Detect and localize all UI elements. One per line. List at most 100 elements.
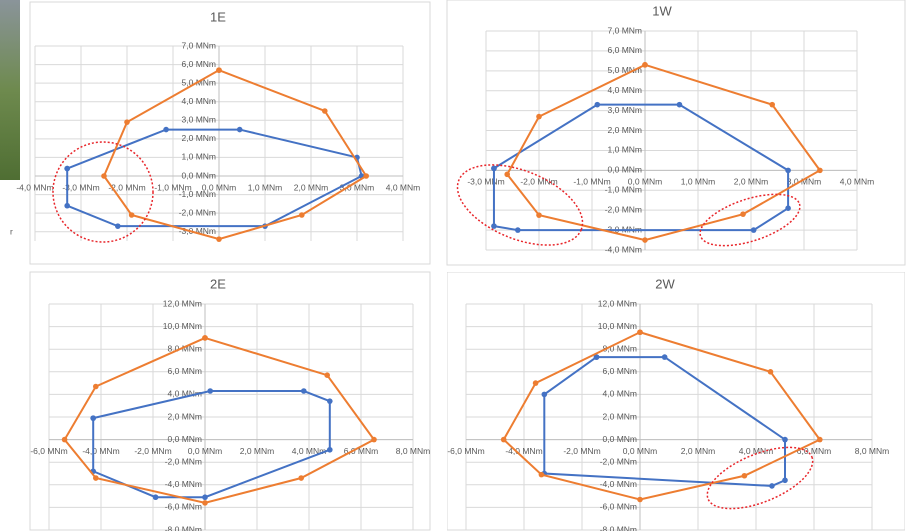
y-tick-label: -2,0 MNm — [165, 456, 202, 466]
series-line — [543, 356, 786, 487]
y-tick-label: 2,0 MNm — [182, 133, 216, 143]
y-tick-label: -4,0 MNm — [600, 479, 637, 489]
point — [538, 471, 545, 478]
photo-fragment — [0, 0, 20, 180]
y-tick-label: -3,0 MNm — [179, 226, 216, 236]
point — [93, 383, 99, 390]
x-tick-label: 2,0 MNm — [681, 446, 715, 456]
point — [642, 62, 648, 68]
point — [782, 477, 788, 484]
x-tick-label: 4,0 MNm — [386, 182, 420, 192]
point — [202, 500, 208, 506]
point — [322, 108, 328, 114]
y-tick-label: -6,0 MNm — [600, 502, 637, 512]
point — [327, 446, 333, 453]
point — [298, 475, 305, 481]
point — [769, 483, 775, 489]
y-tick-label: 3,0 MNm — [182, 115, 216, 125]
point — [202, 494, 208, 501]
x-tick-label: -2,0 MNm — [520, 177, 557, 187]
chart-title: 1E — [210, 9, 226, 24]
point — [740, 211, 746, 217]
point — [536, 212, 542, 218]
point — [500, 436, 507, 443]
point — [536, 113, 542, 120]
point — [61, 436, 68, 443]
y-tick-label: 2,0 MNm — [608, 125, 642, 135]
x-tick-label: 0,0 MNm — [623, 446, 657, 456]
x-tick-label: -3,0 MNm — [467, 177, 504, 187]
x-tick-label: 4,0 MNm — [840, 177, 874, 187]
point — [216, 67, 222, 73]
y-tick-label: 5,0 MNm — [608, 65, 642, 75]
highlight-ellipse — [52, 141, 154, 243]
x-tick-label: -6,0 MNm — [447, 446, 484, 456]
y-tick-label: 7,0 MNm — [608, 25, 642, 35]
y-tick-label: -6,0 MNm — [165, 502, 202, 512]
x-tick-label: 3,0 MNm — [340, 182, 374, 192]
y-tick-label: -8,0 MNm — [165, 524, 202, 531]
highlight-ellipse — [706, 446, 814, 510]
x-tick-label: 2,0 MNm — [294, 182, 328, 192]
y-tick-label: 10,0 MNm — [598, 321, 637, 331]
y-tick-label: 4,0 MNm — [603, 389, 637, 399]
y-tick-label: 3,0 MNm — [608, 105, 642, 115]
x-tick-label: -2,0 MNm — [563, 446, 600, 456]
point — [642, 237, 648, 243]
point — [661, 354, 668, 360]
x-tick-label: -2,0 MNm — [108, 182, 145, 192]
y-tick-label: -1,0 MNm — [179, 189, 216, 199]
chart-panel — [29, 271, 431, 531]
y-tick-label: 4,0 MNm — [168, 389, 202, 399]
point — [782, 436, 788, 443]
point — [741, 472, 748, 479]
chart-title: 2W — [655, 276, 675, 291]
x-tick-label: 0,0 MNm — [628, 177, 662, 187]
point — [115, 223, 121, 229]
highlight-ellipse — [699, 193, 801, 247]
point — [101, 173, 107, 179]
point — [750, 227, 757, 233]
x-tick-label: 6,0 MNm — [797, 446, 831, 456]
point — [785, 167, 791, 174]
point — [637, 329, 643, 336]
y-tick-label: 12,0 MNm — [598, 298, 637, 308]
y-tick-label: 0,0 MNm — [603, 434, 637, 444]
point — [124, 119, 130, 125]
point — [90, 415, 96, 421]
y-tick-label: 6,0 MNm — [182, 59, 216, 69]
y-tick-label: 0,0 MNm — [168, 434, 202, 444]
x-tick-label: -4,0 MNm — [16, 182, 53, 192]
x-tick-label: -4,0 MNm — [82, 446, 119, 456]
y-tick-label: 0,0 MNm — [608, 165, 642, 175]
y-tick-label: -4,0 MNm — [605, 244, 642, 254]
point — [236, 126, 243, 133]
point — [515, 227, 521, 233]
y-tick-label: -4,0 MNm — [165, 479, 202, 489]
x-tick-label: 8,0 MNm — [396, 446, 430, 456]
point — [202, 335, 208, 341]
point — [152, 494, 159, 501]
point — [301, 388, 307, 394]
x-tick-label: -1,0 MNm — [154, 182, 191, 192]
point — [128, 212, 135, 218]
x-tick-label: 0,0 MNm — [188, 446, 222, 456]
x-tick-label: -4,0 MNm — [505, 446, 542, 456]
y-tick-label: 6,0 MNm — [603, 366, 637, 376]
point — [817, 167, 823, 174]
x-tick-label: 8,0 MNm — [855, 446, 889, 456]
highlight-ellipse — [456, 164, 584, 246]
point — [64, 165, 70, 172]
fragment-text: r — [10, 226, 13, 236]
point — [541, 391, 548, 398]
x-tick-label: -1,0 MNm — [573, 177, 610, 187]
y-tick-label: 0,0 MNm — [182, 170, 216, 180]
y-tick-label: 6,0 MNm — [608, 45, 642, 55]
point — [207, 388, 213, 394]
